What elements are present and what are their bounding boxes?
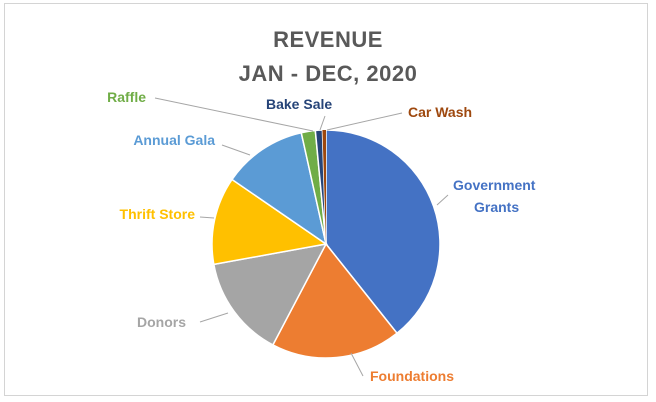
data-label-raffle: Raffle: [107, 89, 146, 105]
pie-slice-donors: [212, 242, 328, 346]
data-label-annual-gala: Annual Gala: [133, 132, 215, 148]
data-label-car-wash: Car Wash: [408, 104, 472, 120]
leader-line-foundations: [350, 352, 364, 377]
data-label-bake-sale: Bake Sale: [266, 96, 332, 112]
leader-line-bake-sale: [319, 115, 326, 131]
pie-slice-bake-sale: [314, 129, 327, 245]
data-label-government-grants-line-1: Government: [453, 177, 536, 193]
pie-slice-thrift-store: [211, 178, 328, 266]
leader-line-thrift-store: [199, 216, 215, 219]
pie-slice-foundations: [271, 242, 399, 359]
data-label-government-grants-line-2: Grants: [474, 199, 519, 215]
chart-title-line-1: REVENUE: [273, 27, 383, 52]
leader-line-annual-gala: [221, 144, 251, 156]
pie-slice-annual-gala: [230, 131, 328, 246]
leader-line-raffle: [154, 97, 314, 132]
leader-line-car-wash: [326, 112, 403, 131]
data-label-foundations: Foundations: [370, 368, 454, 384]
pie-slice-car-wash: [322, 130, 326, 244]
leader-line-government-grants: [436, 194, 449, 206]
data-label-thrift-store: Thrift Store: [120, 206, 196, 222]
pie-slice-government-grants: [325, 129, 441, 335]
leader-line-donors: [199, 312, 229, 323]
data-label-donors: Donors: [137, 314, 186, 330]
chart-title-line-2: JAN - DEC, 2020: [238, 61, 418, 86]
